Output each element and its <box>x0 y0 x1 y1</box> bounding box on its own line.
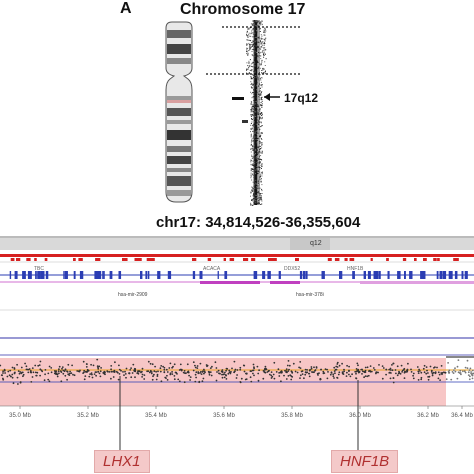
axis-tick-label: 36.4 Mb <box>451 413 473 419</box>
gene-label-hnf1b: HNF1B <box>331 450 399 473</box>
track-label: ACACA <box>203 266 221 272</box>
gene-label-lhx1: LHX1 <box>94 450 150 473</box>
axis-tick-label: 35.0 Mb <box>9 413 31 419</box>
axis-tick-label: 35.4 Mb <box>145 413 167 419</box>
panel-label: A <box>120 0 132 17</box>
chromosome-ideogram <box>165 21 193 203</box>
axis-tick-label: 35.6 Mb <box>213 413 235 419</box>
mirna-label: hsa-mir-2909 <box>118 292 148 298</box>
track-label: DDX52 <box>284 266 301 272</box>
cnv-track <box>0 254 474 257</box>
track-label: HNF1B <box>347 266 364 272</box>
array-cgh-plot <box>206 20 300 206</box>
cnv-segment-marks <box>10 258 459 261</box>
axis-tick-label: 35.8 Mb <box>281 413 303 419</box>
chromosome-band-track <box>0 238 474 250</box>
gene-track <box>9 271 468 279</box>
genome-browser: 35.0 Mb 35.2 Mb 35.4 Mb 35.6 Mb 35.8 Mb 36.0 … <box>0 236 474 452</box>
band-label: q12 <box>310 240 322 247</box>
cytoband-label: 17q12 <box>284 91 319 105</box>
region-title: chr17: 34,814,526-36,355,604 <box>156 214 361 231</box>
probe-scatter <box>0 358 474 385</box>
chromosome-title: Chromosome 17 <box>180 1 306 18</box>
mirna-label: hsa-mir-378i <box>296 292 324 298</box>
track-label: TBC <box>34 266 44 272</box>
axis-tick-label: 36.2 Mb <box>417 413 439 419</box>
genomic-axis: 35.0 Mb 35.2 Mb 35.4 Mb 35.6 Mb 35.8 Mb 36.0 … <box>9 406 473 419</box>
axis-tick-label: 36.0 Mb <box>349 413 371 419</box>
axis-tick-label: 35.2 Mb <box>77 413 99 419</box>
cgh-scatter <box>246 20 267 206</box>
